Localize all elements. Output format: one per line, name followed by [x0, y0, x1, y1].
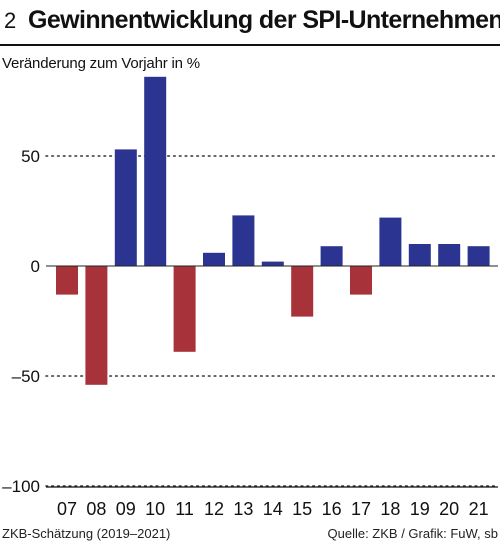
x-tick-label: 21	[469, 499, 489, 519]
y-tick-label: –100	[2, 477, 40, 496]
x-tick-label: 10	[145, 499, 165, 519]
x-tick-label: 11	[175, 499, 194, 519]
bar	[320, 246, 343, 266]
y-tick-label: –50	[12, 367, 40, 386]
bar	[467, 246, 490, 266]
x-tick-label: 18	[380, 499, 400, 519]
x-tick-label: 16	[322, 499, 342, 519]
x-tick-label: 15	[292, 499, 312, 519]
bar	[144, 76, 167, 266]
bar	[291, 266, 314, 317]
chart-header: 2 Gewinnentwicklung der SPI-Unternehmen	[0, 2, 500, 42]
bar	[173, 266, 196, 352]
bar	[203, 252, 225, 266]
bar	[379, 217, 402, 266]
x-tick-label: 13	[233, 499, 253, 519]
x-tick-label: 19	[410, 499, 430, 519]
bar	[232, 215, 255, 266]
x-tick-label: 17	[351, 499, 371, 519]
x-tick-label: 20	[439, 499, 459, 519]
bar	[350, 266, 372, 295]
y-tick-label: 0	[31, 257, 40, 276]
y-tick-label: 50	[21, 147, 40, 166]
x-tick-label: 12	[204, 499, 224, 519]
bar	[438, 244, 461, 266]
x-tick-label: 08	[86, 499, 106, 519]
bar	[114, 149, 137, 266]
footer-note: ZKB-Schätzung (2019–2021)	[2, 526, 171, 541]
bar	[56, 266, 78, 295]
footer-source: Quelle: ZKB / Grafik: FuW, sb	[327, 526, 499, 541]
x-tick-label: 09	[116, 499, 136, 519]
chart-title: Gewinnentwicklung der SPI-Unternehmen	[28, 6, 500, 34]
title-rule	[0, 44, 500, 46]
bar	[261, 261, 284, 266]
bar	[85, 266, 108, 385]
x-tick-label: 07	[57, 499, 77, 519]
x-tick-label: 14	[263, 499, 283, 519]
bar	[408, 244, 431, 266]
y-axis-label: Veränderung zum Vorjahr in %	[2, 55, 200, 72]
figure-number: 2	[4, 8, 17, 33]
